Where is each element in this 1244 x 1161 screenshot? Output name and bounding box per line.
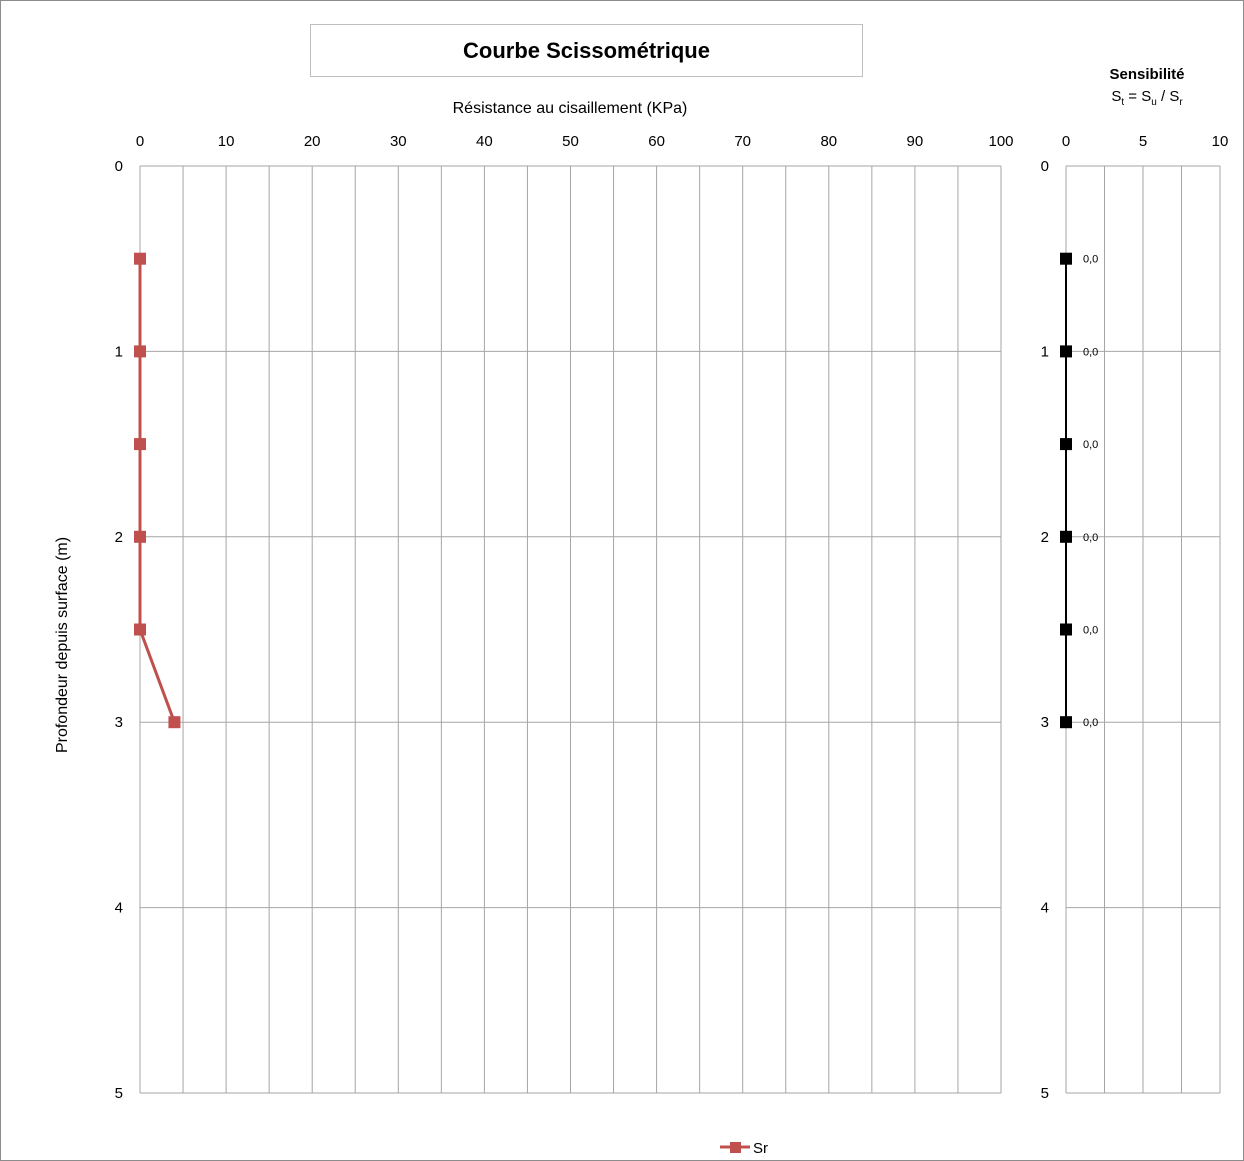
legend: Sr (720, 1140, 768, 1157)
sens-y-tick-label: 2 (1041, 529, 1049, 546)
formula-s-u: S (1141, 88, 1151, 105)
sens-x-tick-label: 0 (1062, 133, 1070, 150)
sens-data-label: 0,0 (1083, 717, 1098, 729)
sens-x-tick-label: 5 (1139, 133, 1147, 150)
main-x-tick-label: 50 (562, 133, 579, 150)
sensitivity-formula: St = Su / Sr (1111, 88, 1183, 108)
main-data-point (134, 438, 146, 451)
formula-sub-u: u (1151, 97, 1157, 108)
sens-data-label: 0,0 (1083, 532, 1098, 544)
main-x-tick-label: 100 (988, 133, 1013, 150)
sens-y-tick-label: 3 (1041, 714, 1049, 731)
sens-data-point (1060, 623, 1072, 636)
sens-data-point (1060, 252, 1072, 265)
y-axis-label: Profondeur depuis surface (m) (54, 537, 71, 753)
main-x-tick-label: 0 (136, 133, 144, 150)
main-data-point (134, 530, 146, 543)
formula-slash: / (1157, 88, 1170, 105)
x-axis-label: Résistance au cisaillement (KPa) (453, 100, 688, 117)
sens-data-point (1060, 438, 1072, 451)
main-series-line (138, 258, 176, 723)
sens-data-point (1060, 345, 1072, 358)
main-data-point (134, 345, 146, 358)
formula-sub-r: r (1179, 97, 1183, 108)
sens-data-label: 0,0 (1083, 439, 1098, 451)
formula-s-r: S (1169, 88, 1179, 105)
main-x-tick-label: 90 (907, 133, 924, 150)
sensitivity-title: Sensibilité (1109, 66, 1184, 83)
sens-y-tick-label: 0 (1041, 158, 1049, 175)
main-y-tick-label: 5 (115, 1085, 123, 1102)
main-data-point (134, 623, 146, 636)
sens-y-tick-label: 1 (1041, 343, 1049, 360)
formula-equals: = (1124, 88, 1141, 105)
main-x-tick-label: 10 (218, 133, 235, 150)
sens-x-tick-label: 10 (1212, 133, 1229, 150)
main-data-point (168, 716, 181, 729)
formula-s-t: S (1111, 88, 1121, 105)
main-x-tick-label: 80 (820, 133, 837, 150)
main-y-tick-label: 3 (115, 714, 123, 731)
sens-data-label: 0,0 (1083, 625, 1098, 637)
main-x-tick-label: 20 (304, 133, 321, 150)
main-y-tick-label: 4 (115, 900, 123, 917)
main-x-tick-label: 30 (390, 133, 407, 150)
main-y-tick-label: 2 (115, 529, 123, 546)
main-x-tick-label: 60 (648, 133, 665, 150)
sens-y-tick-label: 5 (1041, 1085, 1049, 1102)
sens-data-label: 0,0 (1083, 346, 1098, 358)
main-y-tick-label: 1 (115, 343, 123, 360)
formula-sub-t: t (1121, 97, 1124, 108)
sens-data-label: 0,0 (1083, 254, 1098, 266)
chart-title: Courbe Scissométrique (310, 24, 863, 77)
sens-data-point (1060, 530, 1072, 543)
main-y-tick-label: 0 (115, 158, 123, 175)
legend-label: Sr (753, 1140, 768, 1157)
legend-marker (730, 1142, 741, 1153)
sens-data-point (1060, 716, 1072, 729)
main-x-tick-label: 40 (476, 133, 493, 150)
sens-y-tick-label: 4 (1041, 900, 1049, 917)
main-data-point (134, 252, 146, 265)
main-x-tick-label: 70 (734, 133, 751, 150)
